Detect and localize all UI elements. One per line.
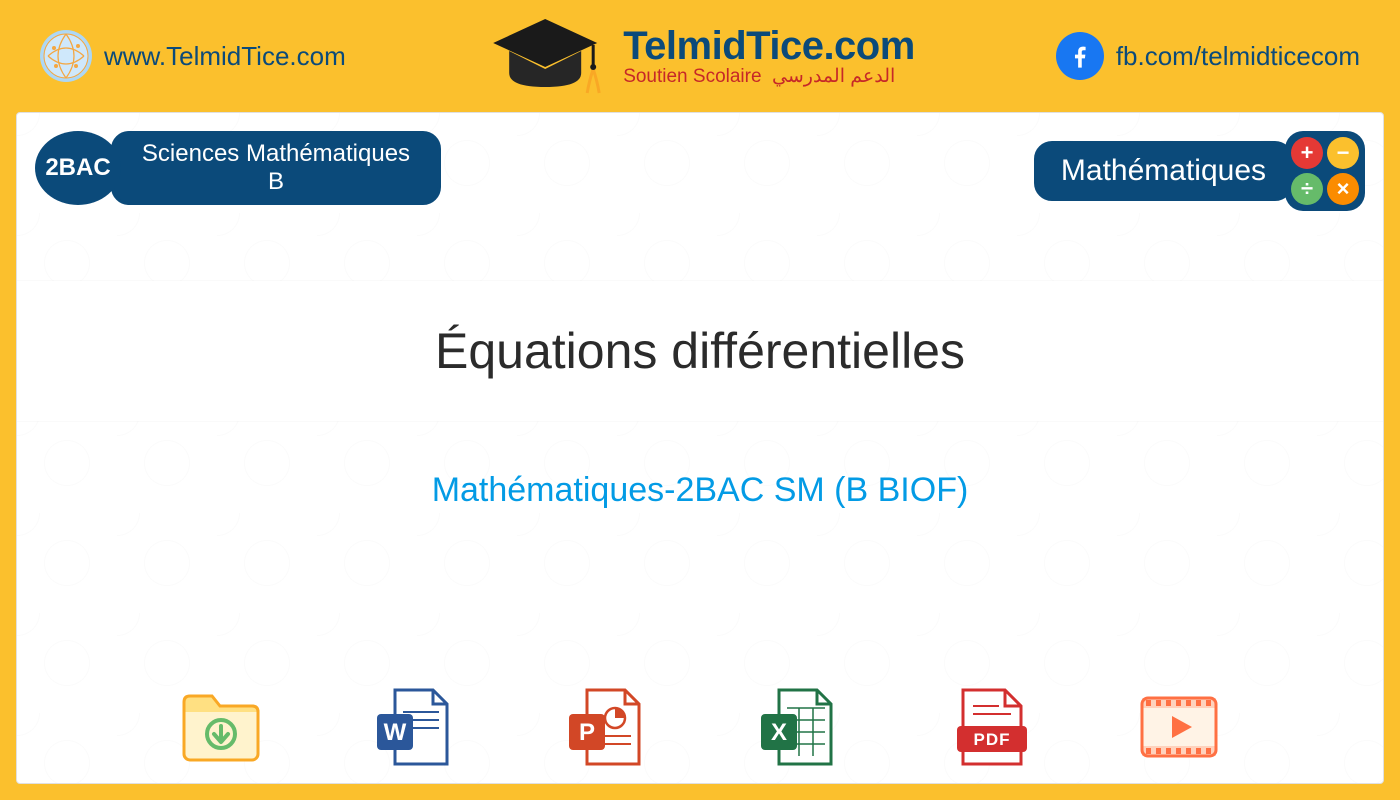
page-frame: www.TelmidTice.com TelmidTice.com Soutie… [0,0,1400,800]
logo-sub-fr: Soutien Scolaire [623,66,761,87]
subject-badge-group: Mathématiques + − ÷ × [1034,131,1365,211]
pdf-file-icon[interactable]: PDF [940,679,1036,775]
logo-block: TelmidTice.com Soutien Scolaire الدعم ال… [623,25,915,87]
minus-icon: − [1327,137,1359,169]
svg-text:P: P [579,719,595,746]
facebook-icon[interactable] [1056,32,1104,80]
level-badge: 2BAC [35,131,121,205]
svg-text:W: W [384,719,407,746]
excel-file-icon[interactable]: X [748,679,844,775]
word-file-icon[interactable]: W [364,679,460,775]
svg-text:X: X [771,719,787,746]
content-panel: 2BAC Sciences Mathématiques B Mathématiq… [16,112,1384,784]
svg-text:PDF: PDF [973,730,1010,749]
header-left: www.TelmidTice.com [40,30,346,82]
graduation-cap-icon [485,11,605,101]
track-line2: B [136,168,416,196]
level-track-badge: 2BAC Sciences Mathématiques B [35,131,441,205]
divide-icon: ÷ [1291,173,1323,205]
globe-icon [40,30,92,82]
track-line1: Sciences Mathématiques [136,140,416,168]
header-center: TelmidTice.com Soutien Scolaire الدعم ال… [485,11,915,101]
page-subtitle: Mathématiques-2BAC SM (B BIOF) [17,471,1383,510]
header-right: fb.com/telmidticecom [1056,32,1360,80]
file-type-icon-row: W P [17,679,1383,783]
track-badge: Sciences Mathématiques B [111,131,441,204]
logo-sub-ar: الدعم المدرسي [772,66,895,87]
website-url[interactable]: www.TelmidTice.com [104,41,346,72]
header: www.TelmidTice.com TelmidTice.com Soutie… [0,0,1400,112]
page-title: Équations différentielles [435,322,965,380]
badge-row: 2BAC Sciences Mathématiques B Mathématiq… [17,113,1383,211]
plus-icon: + [1291,137,1323,169]
multiply-icon: × [1327,173,1359,205]
subject-badge: Mathématiques [1034,141,1293,201]
powerpoint-file-icon[interactable]: P [556,679,652,775]
logo-main-text: TelmidTice.com [623,25,915,67]
logo-subtitle: Soutien Scolaire الدعم المدرسي [623,67,915,87]
video-file-icon[interactable] [1131,679,1227,775]
facebook-url[interactable]: fb.com/telmidticecom [1116,41,1360,72]
title-band: Équations différentielles [17,281,1383,421]
math-ops-icon: + − ÷ × [1285,131,1365,211]
folder-download-icon[interactable] [173,679,269,775]
